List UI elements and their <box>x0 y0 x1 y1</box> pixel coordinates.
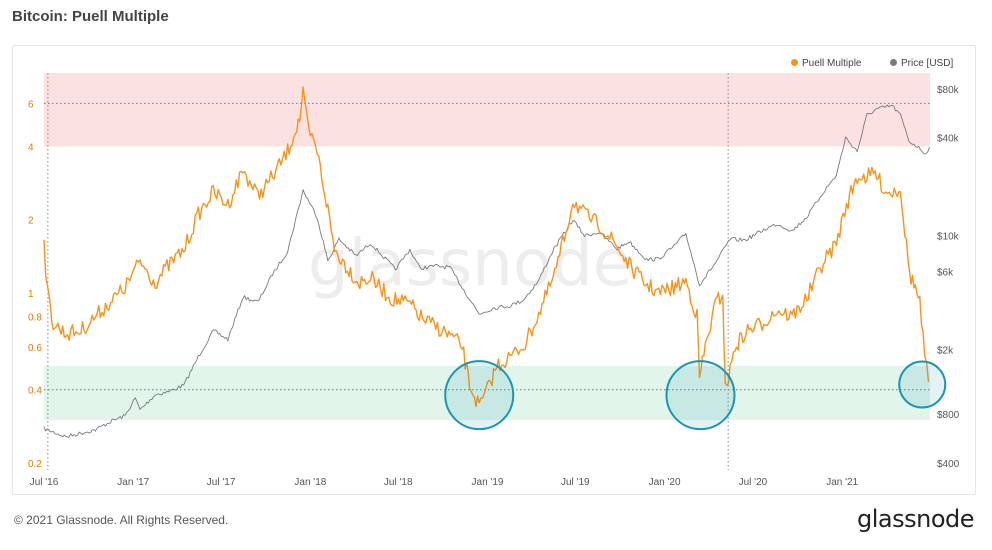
x-tick-label: Jul '20 <box>739 477 768 488</box>
y-left-tick-label: 4 <box>28 142 34 153</box>
x-tick-label: Jan '21 <box>826 477 858 488</box>
y-left-tick-label: 0.8 <box>28 312 42 323</box>
x-tick-label: Jan '18 <box>294 477 326 488</box>
price-legend-dot <box>890 59 897 66</box>
y-right-tick-label: $400 <box>937 459 960 470</box>
y-left-tick-label: 2 <box>28 216 34 227</box>
watermark: glassnode <box>308 227 632 301</box>
price-series-line <box>43 104 930 438</box>
band-top <box>44 73 930 147</box>
chart-frame <box>12 45 976 495</box>
highlight-circle-0 <box>444 360 515 431</box>
legend-item-puell[interactable]: Puell Multiple <box>791 58 861 69</box>
x-tick-label: Jul '18 <box>384 477 413 488</box>
legend-label-price: Price [USD] <box>901 58 954 69</box>
legend-item-price[interactable]: Price [USD] <box>890 58 953 69</box>
y-right-tick-label: $40k <box>937 134 960 145</box>
y-left-tick-label: 0.2 <box>28 459 42 470</box>
x-tick-label: Jan '19 <box>472 477 504 488</box>
y-left-tick-label: 0.4 <box>28 386 42 397</box>
glassnode-logo: glassnode <box>856 505 975 533</box>
copyright-footer: © 2021 Glassnode. All Rights Reserved. <box>14 513 229 527</box>
puell-series-line <box>43 86 930 408</box>
y-left-tick-label: 6 <box>28 99 34 110</box>
x-tick-label: Jul '17 <box>207 477 236 488</box>
puell-legend-dot <box>791 59 798 66</box>
x-tick-label: Jul '16 <box>30 477 59 488</box>
y-right-tick-label: $2k <box>937 345 954 356</box>
y-left-tick-label: 1 <box>28 289 34 300</box>
y-right-tick-label: $800 <box>937 410 960 421</box>
highlight-circle-2 <box>898 360 947 409</box>
highlight-circle-1 <box>665 360 736 431</box>
band-bottom <box>44 366 930 421</box>
legend-label-puell: Puell Multiple <box>802 58 862 69</box>
x-tick-label: Jan '17 <box>117 477 149 488</box>
chart-title: Bitcoin: Puell Multiple <box>12 8 169 25</box>
y-left-tick-label: 0.6 <box>28 343 42 354</box>
y-right-tick-label: $80k <box>937 85 960 96</box>
x-tick-label: Jan '20 <box>649 477 681 488</box>
x-tick-label: Jul '19 <box>561 477 590 488</box>
y-right-tick-label: $6k <box>937 268 954 279</box>
y-right-tick-label: $10k <box>937 232 960 243</box>
